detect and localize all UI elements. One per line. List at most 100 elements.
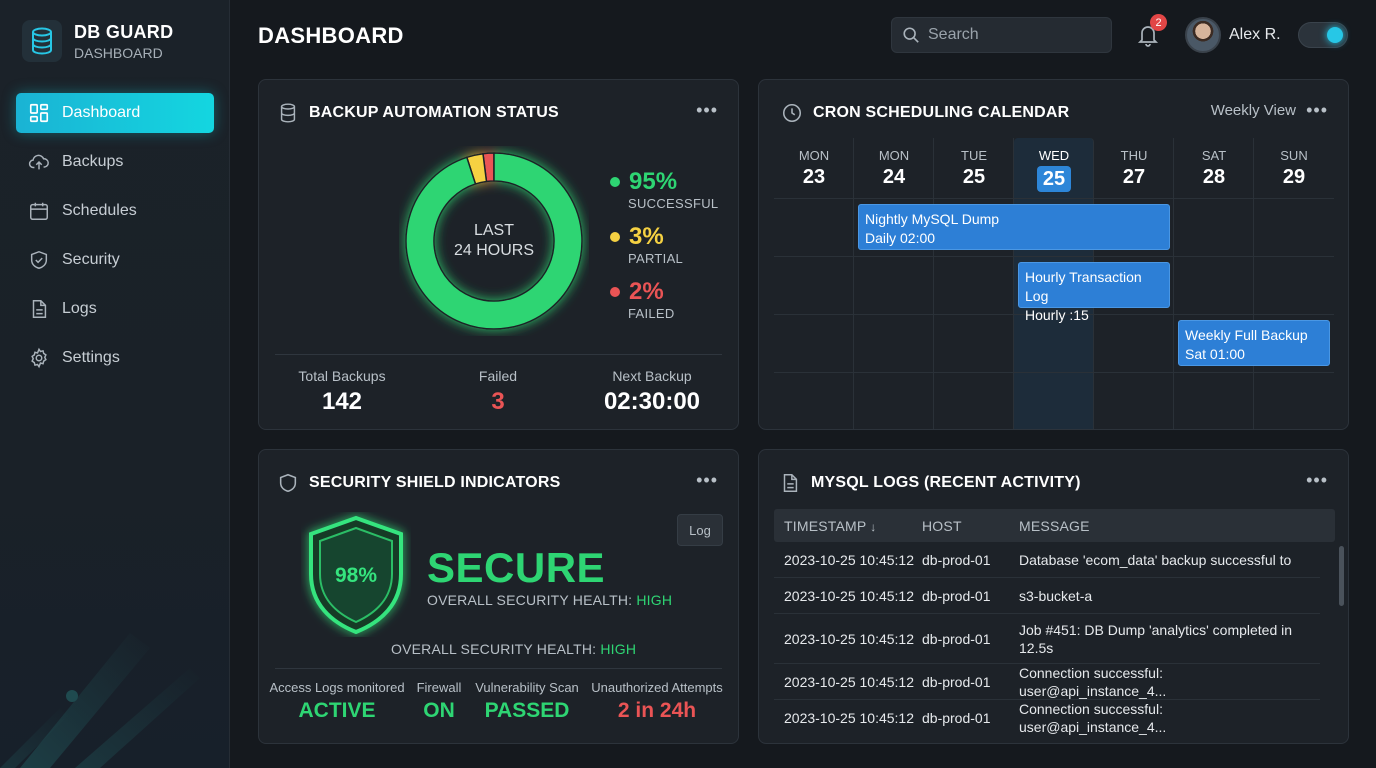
sidebar-item-logs[interactable]: Logs — [16, 289, 214, 329]
stat-value: ACTIVE — [298, 699, 376, 722]
table-row[interactable]: 2023-10-25 10:45:12 db-prod-01 Connectio… — [774, 700, 1320, 736]
database-icon — [280, 103, 296, 123]
stat-vulnerability-scan: Vulnerability Scan PASSED — [473, 680, 581, 723]
table-row[interactable]: 2023-10-25 10:45:12 db-prod-01 Connectio… — [774, 664, 1320, 700]
day-name: SAT — [1201, 148, 1227, 163]
column-header-timestamp[interactable]: TIMESTAMP ↓ — [774, 518, 922, 534]
search-input[interactable] — [928, 26, 1098, 44]
logs-scrollbar[interactable] — [1339, 546, 1344, 606]
donut-center-line2: 24 HOURS — [453, 242, 535, 259]
brand-subtitle: DASHBOARD — [74, 44, 163, 61]
shield-icon — [30, 250, 48, 270]
dashboard-icon — [29, 103, 49, 123]
table-row[interactable]: 2023-10-25 10:45:12 db-prod-01 s3-bucket… — [774, 578, 1320, 614]
sidebar-item-label: Schedules — [62, 202, 137, 219]
legend-failed: 2% FAILED — [610, 278, 718, 321]
weekly-view-dropdown[interactable]: Weekly View — [1210, 102, 1296, 119]
card-title: SECURITY SHIELD INDICATORS — [309, 474, 561, 491]
stat-value: ON — [423, 699, 455, 722]
legend-successful: 95% SUCCESSFUL — [610, 168, 718, 211]
day-name: SUN — [1280, 148, 1308, 163]
sidebar-item-dashboard[interactable]: Dashboard — [16, 93, 214, 133]
calendar-day-col[interactable]: TUE 25 — [934, 138, 1014, 429]
clock-icon — [782, 103, 802, 123]
sidebar-item-label: Dashboard — [62, 104, 141, 121]
health-label: OVERALL SECURITY HEALTH: — [391, 641, 597, 657]
page-title: DASHBOARD — [258, 23, 404, 48]
legend-label: FAILED — [628, 306, 675, 321]
legend-pct: 3% — [629, 223, 664, 250]
cell-message: s3-bucket-a — [1019, 587, 1093, 604]
column-header-message[interactable]: MESSAGE — [1019, 517, 1090, 534]
legend-dot — [610, 287, 620, 297]
stat-label: Vulnerability Scan — [475, 680, 579, 695]
calendar-day-col[interactable]: SUN 29 — [1254, 138, 1334, 429]
stat-label: Firewall — [416, 680, 462, 695]
sidebar-item-settings[interactable]: Settings — [16, 338, 214, 378]
bell-icon[interactable] — [1136, 22, 1160, 48]
cloud-upload-icon — [28, 154, 49, 170]
grid-line — [774, 256, 1334, 257]
event-time: Hourly :15 — [1025, 307, 1089, 323]
sidebar-item-schedules[interactable]: Schedules — [16, 191, 214, 231]
cell-timestamp: 2023-10-25 10:45:12 — [784, 673, 914, 690]
cell-message: Connection successful: user@api_instance… — [1019, 664, 1167, 699]
more-options-icon[interactable]: ••• — [1306, 470, 1328, 490]
notification-badge: 2 — [1150, 14, 1167, 31]
user-name[interactable]: Alex R. — [1229, 26, 1281, 43]
donut-slice-successful — [405, 152, 583, 330]
calendar-day-col[interactable]: SAT 28 — [1174, 138, 1254, 429]
card-header: MYSQL LOGS (RECENT ACTIVITY) — [779, 472, 1081, 494]
legend-dot — [610, 232, 620, 242]
security-status: SECURE — [427, 544, 606, 591]
decorative-shapes — [0, 633, 200, 768]
cell-host: db-prod-01 — [922, 673, 991, 690]
calendar-day-col[interactable]: THU 27 — [1094, 138, 1174, 429]
avatar[interactable] — [1185, 17, 1221, 53]
sidebar-item-backups[interactable]: Backups — [16, 142, 214, 182]
table-row[interactable]: 2023-10-25 10:45:12 db-prod-01 Job #451:… — [774, 614, 1320, 664]
day-name: MON — [878, 148, 910, 163]
log-button[interactable]: Log — [677, 514, 723, 546]
cell-message: Database 'ecom_data' backup successful t… — [1019, 551, 1292, 568]
calendar-day-col[interactable]: MON 23 — [774, 138, 854, 429]
event-time: Sat 01:00 — [1185, 346, 1245, 362]
stat-label: Access Logs monitored — [269, 680, 405, 695]
theme-toggle[interactable] — [1298, 22, 1348, 48]
day-name: WED — [1038, 148, 1070, 163]
more-options-icon[interactable]: ••• — [696, 100, 718, 120]
calendar-icon — [30, 202, 48, 220]
cell-host: db-prod-01 — [922, 630, 991, 647]
sidebar-item-label: Settings — [62, 349, 120, 366]
stat-value: 02:30:00 — [603, 388, 701, 415]
donut-chart: LAST 24 HOURS — [399, 146, 589, 336]
sidebar-item-label: Logs — [62, 300, 97, 317]
day-name: TUE — [961, 148, 987, 163]
health-label: OVERALL SECURITY HEALTH: — [427, 592, 633, 608]
stat-label: Unauthorized Attempts — [591, 680, 723, 695]
donut-svg — [405, 152, 583, 330]
calendar-day-col[interactable]: MON 24 — [854, 138, 934, 429]
table-header: TIMESTAMP ↓ HOST MESSAGE — [774, 509, 1335, 542]
cron-calendar-card: CRON SCHEDULING CALENDAR Weekly View •••… — [758, 79, 1349, 430]
sidebar-item-security[interactable]: Security — [16, 240, 214, 280]
event-hourly-transaction-log[interactable]: Hourly Transaction Log Hourly :15 — [1018, 262, 1170, 323]
stat-label: Failed — [478, 368, 518, 384]
day-number: 27 — [1122, 166, 1146, 188]
search-box[interactable] — [891, 17, 1112, 53]
stat-value: PASSED — [484, 699, 570, 722]
document-icon — [783, 474, 798, 492]
event-weekly-full-backup[interactable]: Weekly Full Backup Sat 01:00 — [1178, 320, 1330, 366]
event-nightly-mysql-dump[interactable]: Nightly MySQL Dump Daily 02:00 — [858, 204, 1170, 250]
health-summary: OVERALL SECURITY HEALTH: HIGH — [427, 592, 672, 608]
grid-line — [774, 198, 1334, 199]
chart-legend: 95% SUCCESSFUL 3% PARTIAL 2% FAILED — [610, 168, 718, 333]
cell-timestamp: 2023-10-25 10:45:12 — [784, 630, 914, 647]
more-options-icon[interactable]: ••• — [1306, 100, 1328, 120]
table-row[interactable]: 2023-10-25 10:45:12 db-prod-01 Database … — [774, 542, 1320, 578]
cell-timestamp: 2023-10-25 10:45:12 — [784, 551, 914, 568]
donut-center-line1: LAST — [473, 222, 514, 239]
column-header-host[interactable]: HOST — [922, 517, 962, 534]
stat-value: 2 in 24h — [617, 699, 697, 722]
more-options-icon[interactable]: ••• — [696, 470, 718, 490]
